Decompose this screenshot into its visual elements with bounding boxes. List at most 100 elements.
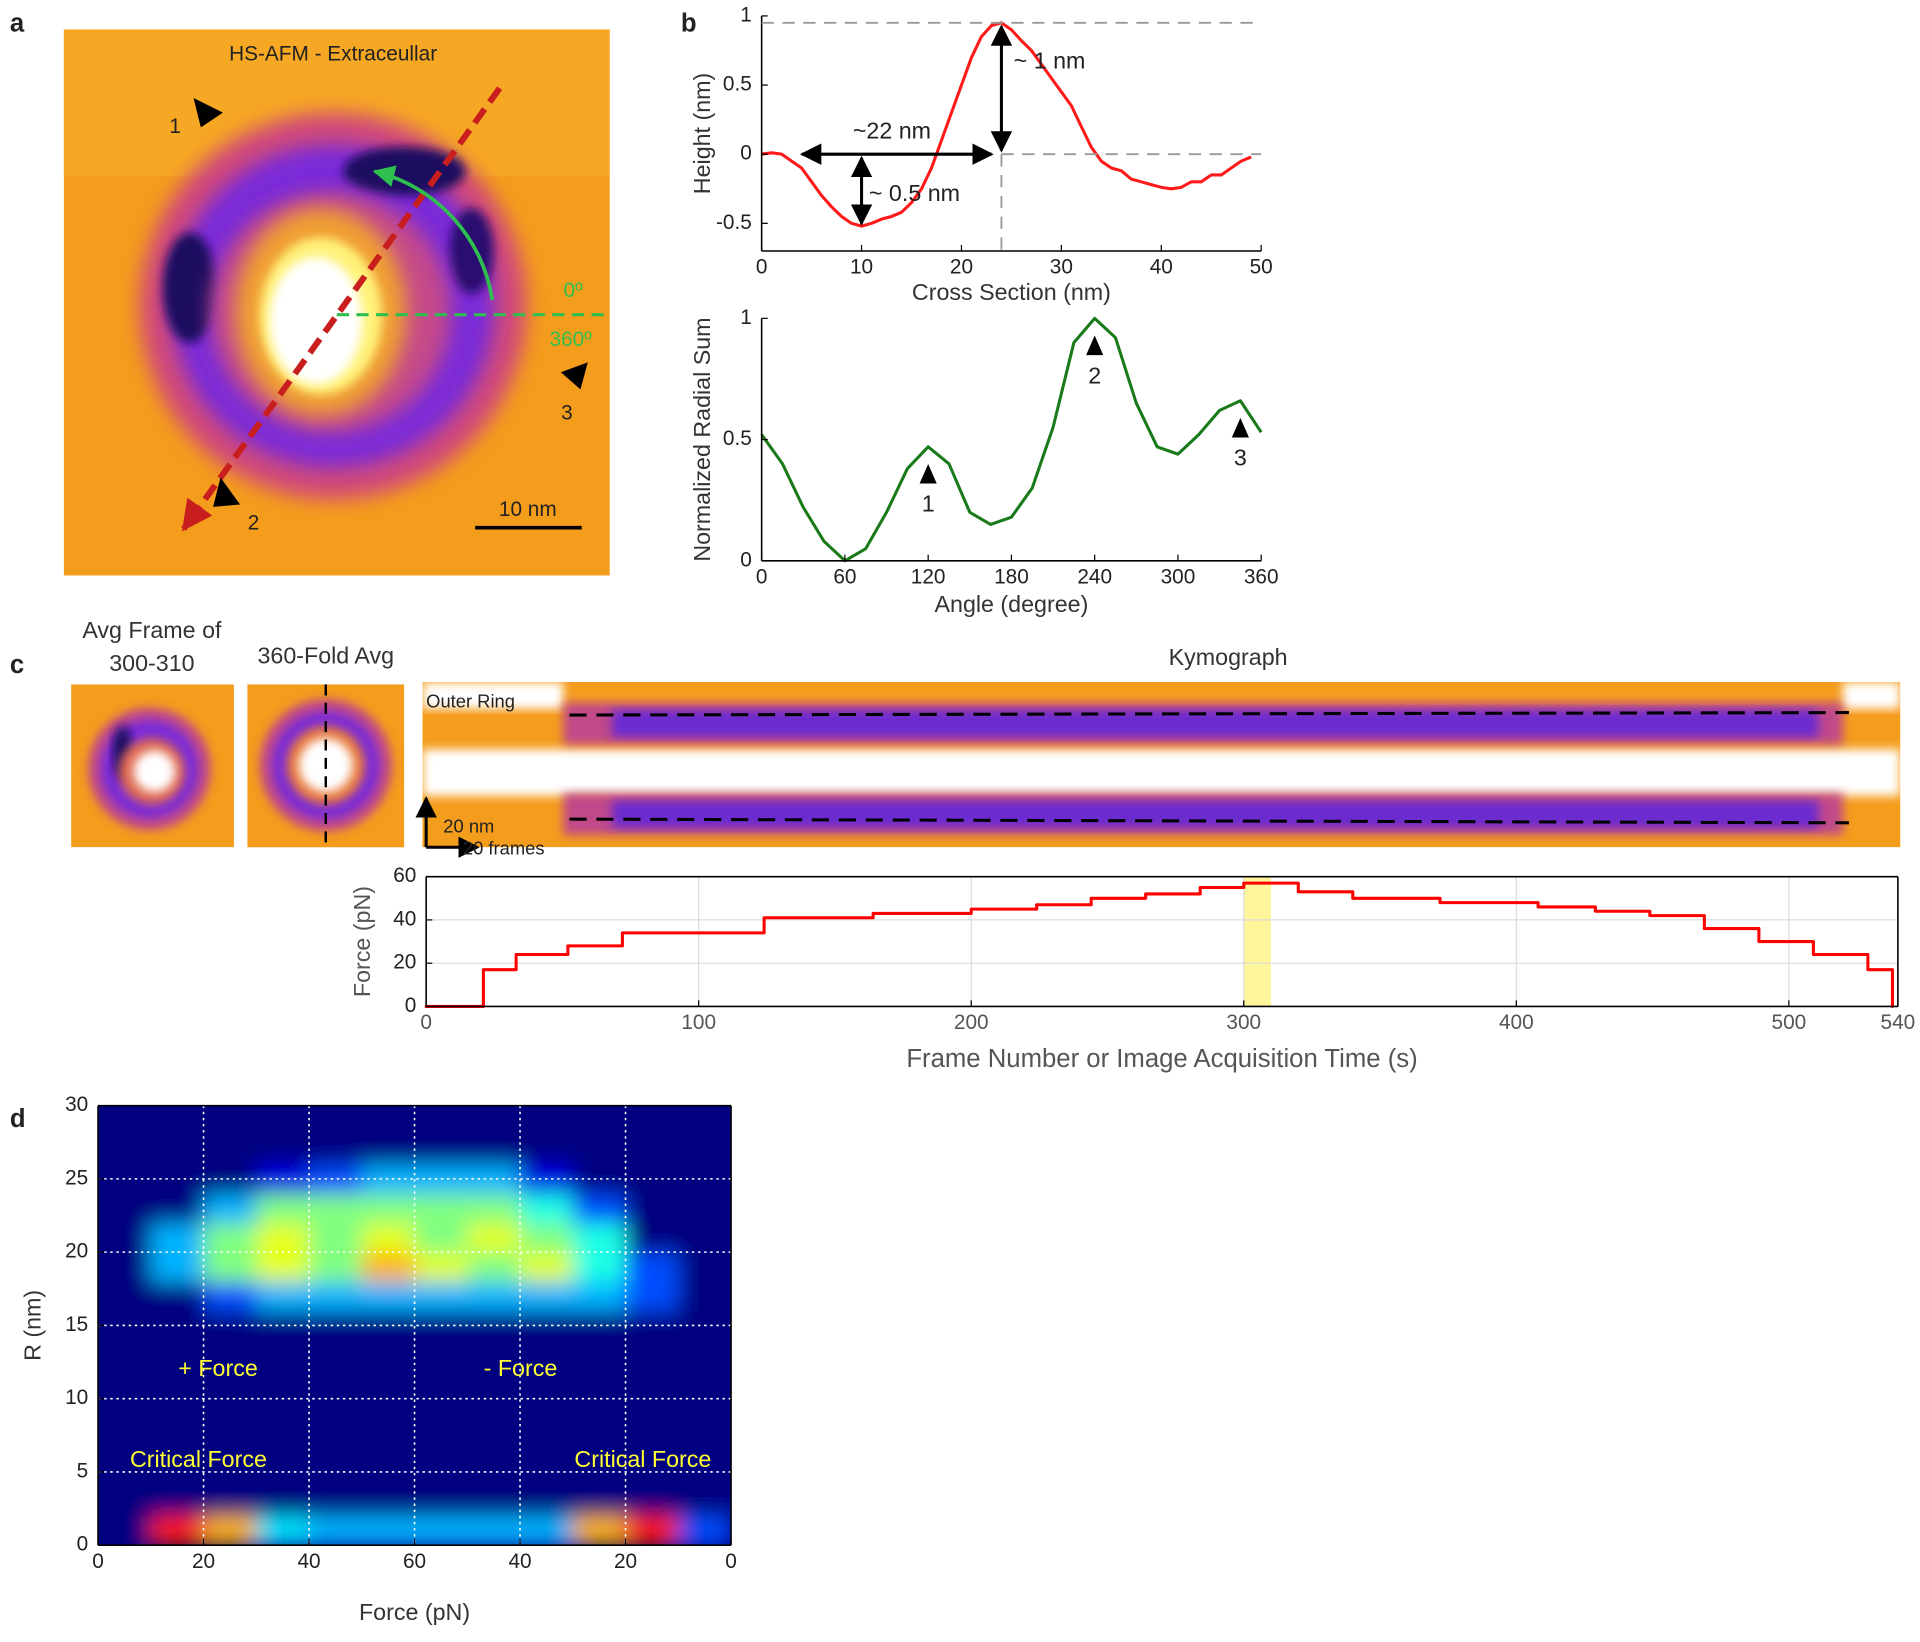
heatmap-cell <box>520 1515 574 1546</box>
heatmap-cell <box>203 1222 257 1253</box>
heatmap-cell <box>98 1252 152 1283</box>
heatmap-cell <box>98 1486 152 1517</box>
heatmap-cell <box>203 1164 257 1195</box>
x-tick-label: 200 <box>954 1011 989 1034</box>
y-tick-label: 60 <box>393 864 416 887</box>
heatmap-cell <box>678 1427 732 1458</box>
heatmap-cell <box>98 1369 152 1400</box>
peak-marker <box>919 463 937 484</box>
heatmap-cell <box>98 1515 152 1546</box>
heatmap-cell <box>150 1369 205 1400</box>
heatmap-cell <box>467 1281 521 1312</box>
x-tick-label: 50 <box>1250 256 1273 279</box>
annotation: ~ 1 nm <box>1014 47 1086 73</box>
heatmap-cell <box>678 1281 732 1312</box>
x-tick-label: 0 <box>756 256 768 279</box>
heatmap-cell <box>572 1281 627 1312</box>
angle-arc <box>372 165 495 301</box>
heatmap-cell <box>414 1515 468 1546</box>
x-tick-label: 20 <box>614 1550 637 1573</box>
x-tick-label: 300 <box>1226 1011 1261 1034</box>
heatmap-cell <box>309 1457 363 1488</box>
heatmap-cell <box>309 1281 363 1312</box>
heatmap-cell <box>256 1281 310 1312</box>
heatmap-cell <box>203 1193 257 1224</box>
x-tick-label: 400 <box>1499 1011 1534 1034</box>
heatmap-cell <box>203 1457 257 1488</box>
marker-label: 3 <box>561 401 573 424</box>
heatmap-cell <box>98 1281 152 1312</box>
annotation: Critical Force <box>130 1446 267 1472</box>
heatmap-cell <box>625 1515 679 1546</box>
avg-frame-image <box>71 684 234 848</box>
image-title: Avg Frame of <box>82 617 222 643</box>
x-tick-label: 40 <box>1150 256 1173 279</box>
x-tick-label: 0 <box>420 1011 432 1034</box>
heatmap-cell <box>309 1515 363 1546</box>
heatmap-cell <box>678 1222 732 1253</box>
x-tick-label: 0 <box>92 1550 104 1573</box>
image-title: 360-Fold Avg <box>257 643 394 669</box>
heatmap-cell <box>150 1193 205 1224</box>
heatmap-cell <box>361 1369 416 1400</box>
x-tick-label: 20 <box>192 1550 215 1573</box>
heatmap-cell <box>467 1457 521 1488</box>
heatmap-cell <box>256 1222 310 1253</box>
heatmap-cell <box>572 1340 627 1370</box>
heatmap-cell <box>678 1340 732 1370</box>
x-tick-label: 500 <box>1772 1011 1807 1034</box>
heatmap-cell <box>520 1105 574 1136</box>
x-tick-label: 40 <box>508 1550 531 1573</box>
heatmap-cell <box>625 1310 679 1341</box>
x-tick-label: 360 <box>1244 565 1279 588</box>
heatmap-cell <box>361 1427 416 1458</box>
y-axis-label: Force (pN) <box>349 886 375 997</box>
heatmap-cell <box>361 1398 416 1429</box>
heatmap-cell <box>414 1105 468 1136</box>
x-tick-label: 540 <box>1881 1011 1916 1034</box>
y-tick-label: 0 <box>740 548 752 571</box>
heatmap-cell <box>309 1369 363 1400</box>
heatmap-cell <box>150 1427 205 1458</box>
panel-label: b <box>681 9 697 37</box>
heatmap-cell <box>203 1340 257 1370</box>
scale-label: 20 nm <box>443 816 494 837</box>
heatmap-cell <box>98 1193 152 1224</box>
y-tick-label: 0.5 <box>723 427 752 450</box>
y-axis-label: Normalized Radial Sum <box>689 317 715 561</box>
heatmap-cell <box>150 1222 205 1253</box>
heatmap-cell <box>309 1222 363 1253</box>
heatmap-cell <box>361 1252 416 1283</box>
heatmap-cell <box>309 1134 363 1165</box>
heatmap-cell <box>625 1252 679 1283</box>
heatmap-cell <box>414 1340 468 1370</box>
heatmap-cell <box>256 1486 310 1517</box>
heatmap-cell <box>467 1398 521 1429</box>
heatmap-cell <box>203 1486 257 1517</box>
heatmap-cell <box>467 1193 521 1224</box>
x-tick-label: 0 <box>725 1550 737 1573</box>
heatmap-cell <box>98 1398 152 1429</box>
heatmap-cell <box>625 1369 679 1400</box>
heatmap-cell <box>309 1164 363 1195</box>
heatmap-cell <box>361 1340 416 1370</box>
cross-section-line <box>181 86 503 532</box>
heatmap-cell <box>625 1398 679 1429</box>
afm-image <box>63 29 610 576</box>
heatmap-cell <box>467 1310 521 1341</box>
peak-marker <box>1086 335 1104 356</box>
heatmap-cell <box>467 1486 521 1517</box>
annotation: 3 <box>1234 445 1247 471</box>
y-tick-label: 1 <box>740 3 752 26</box>
panel-label: c <box>10 651 24 679</box>
y-tick-label: 40 <box>393 907 416 930</box>
heatmap-cell <box>572 1164 627 1195</box>
panel-label: a <box>10 9 25 37</box>
heatmap-cell <box>150 1252 205 1283</box>
heatmap-cell <box>467 1164 521 1195</box>
heatmap-cell <box>256 1398 310 1429</box>
image-title: Kymograph <box>1169 644 1288 670</box>
heatmap-cell <box>572 1427 627 1458</box>
x-tick-label: 20 <box>950 256 973 279</box>
x-tick-label: 120 <box>911 565 946 588</box>
